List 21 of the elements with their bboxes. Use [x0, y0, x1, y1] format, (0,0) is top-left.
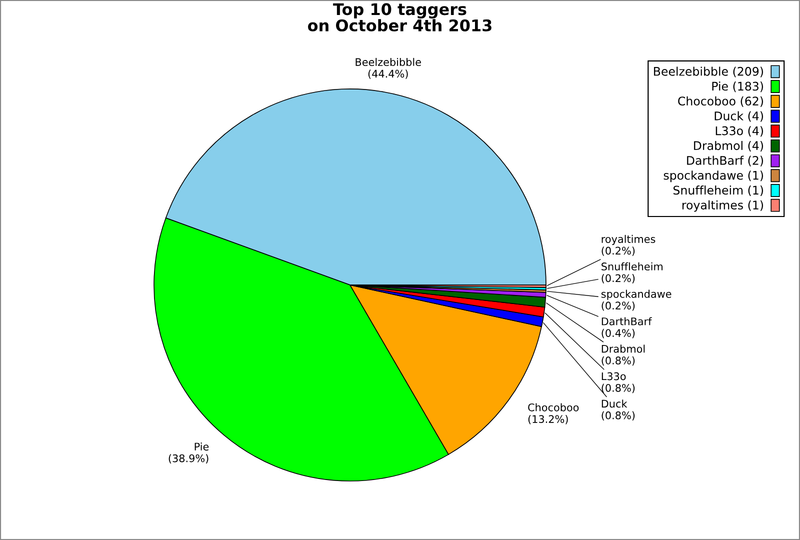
- legend-label: spockandawe (1): [664, 170, 764, 182]
- legend-label: DarthBarf (2): [687, 156, 764, 166]
- legend-label: Chocoboo (62): [678, 96, 764, 107]
- data-label: royaltimes (0.2%): [602, 234, 656, 256]
- legend-label: Duck (4): [714, 111, 764, 122]
- legend-label: Drabmol (4): [694, 140, 764, 152]
- data-label: Snuffleheim (0.2%): [602, 262, 662, 284]
- data-label: Pie (38.9%): [168, 442, 209, 464]
- data-label: Duck (0.8%): [602, 400, 635, 421]
- legend-label: L33o (4): [716, 126, 764, 137]
- data-label: L33o (0.8%): [602, 372, 635, 394]
- legend-label: royaltimes (1): [682, 200, 764, 212]
- data-label: Drabmol (0.8%): [602, 344, 645, 366]
- legend-label: Pie (183): [712, 82, 764, 92]
- chart-title: Top 10 taggers on October 4th 2013: [308, 3, 492, 32]
- data-label: DarthBarf (0.4%): [602, 317, 652, 338]
- legend-label: Beelzebibble (209): [654, 66, 764, 78]
- legend-label: Snuffleheim (1): [673, 185, 764, 196]
- data-label: spockandawe (0.2%): [601, 290, 672, 311]
- data-label: Chocoboo (13.2%): [528, 403, 579, 424]
- data-label: Beelzebibble (44.4%): [356, 58, 421, 79]
